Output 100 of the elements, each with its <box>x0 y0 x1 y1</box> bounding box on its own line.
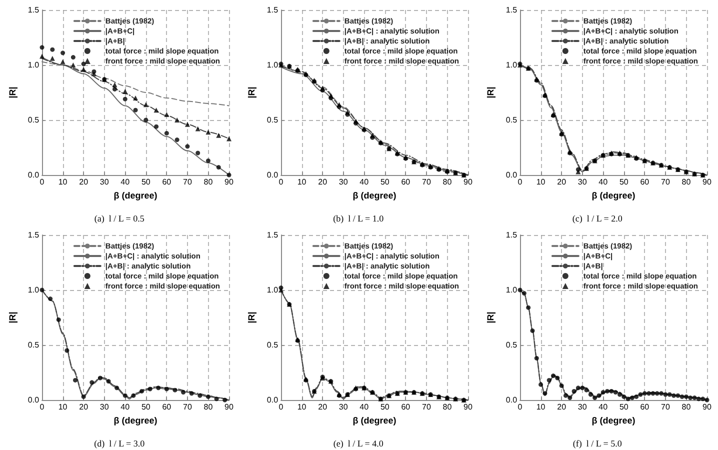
y-axis-title: |R| <box>246 86 256 98</box>
y-tick-label: 0.0 <box>28 396 40 404</box>
x-tick-label: 90 <box>702 178 712 186</box>
x-tick-label: 90 <box>464 178 473 186</box>
x-tick-label: 60 <box>401 402 411 412</box>
y-tick-label: 1.5 <box>28 6 40 14</box>
y-tick-label: 1.0 <box>266 286 279 294</box>
x-axis-title: β (degree) <box>592 190 636 200</box>
y-tick-label: 1.0 <box>506 286 518 294</box>
x-tick-label: 70 <box>182 402 192 412</box>
x-tick-label: 10 <box>297 402 307 412</box>
x-tick-label: 20 <box>318 402 328 412</box>
y-tick-label: 0.0 <box>266 170 279 180</box>
x-tick-label: 20 <box>557 402 567 412</box>
x-tick-label: 50 <box>619 402 629 412</box>
y-tick-label: 1.5 <box>266 6 279 14</box>
x-tick-label: 30 <box>100 178 110 186</box>
y-tick-label: 1.5 <box>506 6 518 14</box>
x-tick-label: 80 <box>442 402 452 412</box>
x-tick-label: 40 <box>360 178 370 186</box>
y-tick-label: 0.5 <box>506 116 518 124</box>
x-tick-label: 70 <box>660 402 670 412</box>
x-tick-label: 60 <box>640 178 650 186</box>
x-tick-label: 80 <box>442 178 452 186</box>
x-tick-label: 80 <box>204 402 214 412</box>
x-tick-label: 10 <box>297 178 307 186</box>
x-tick-label: 20 <box>318 178 328 186</box>
x-tick-label: 80 <box>682 178 692 186</box>
x-axis-title: β (degree) <box>114 190 158 200</box>
x-tick-label: 10 <box>536 178 546 186</box>
x-tick-label: 70 <box>660 178 670 186</box>
x-tick-label: 20 <box>79 178 89 186</box>
y-tick-label: 1.5 <box>506 230 518 240</box>
y-tick-label: 1.0 <box>28 60 40 70</box>
x-tick-label: 70 <box>422 178 432 186</box>
x-tick-label: 30 <box>338 402 348 412</box>
x-tick-label: 0 <box>40 178 45 186</box>
x-tick-label: 90 <box>702 402 712 412</box>
y-tick-label: 0.5 <box>506 340 518 350</box>
x-tick-label: 0 <box>40 402 45 412</box>
x-tick-label: 20 <box>557 178 567 186</box>
x-tick-label: 50 <box>380 402 390 412</box>
text: (e) l / L = 4.0 <box>333 438 384 448</box>
x-tick-label: 60 <box>162 178 172 186</box>
x-tick-label: 0 <box>518 178 523 186</box>
x-tick-label: 40 <box>360 402 370 412</box>
x-tick-label: 40 <box>598 178 608 186</box>
x-tick-label: 50 <box>619 178 629 186</box>
x-tick-label: 50 <box>141 402 151 412</box>
text: (b) l / L = 1.0 <box>333 214 384 224</box>
x-tick-label: 30 <box>100 402 110 412</box>
x-tick-label: 90 <box>464 402 473 412</box>
x-axis-title: β (degree) <box>352 415 396 426</box>
y-tick-label: 1.0 <box>506 60 518 70</box>
x-tick-label: 80 <box>682 402 692 412</box>
y-tick-label: 0.5 <box>28 340 40 350</box>
x-tick-label: 0 <box>518 402 523 412</box>
y-tick-label: 0.0 <box>506 396 518 404</box>
x-tick-label: 80 <box>204 178 214 186</box>
y-tick-label: 0.0 <box>28 170 40 180</box>
x-tick-label: 40 <box>120 178 130 186</box>
y-tick-label: 1.5 <box>28 230 40 240</box>
x-tick-label: 30 <box>578 402 588 412</box>
x-tick-label: 20 <box>79 402 89 412</box>
y-tick-label: 1.0 <box>28 286 40 294</box>
y-axis-title: |R| <box>486 312 496 324</box>
x-tick-label: 10 <box>536 402 546 412</box>
x-axis-title: β (degree) <box>114 415 158 426</box>
x-tick-label: 70 <box>422 402 432 412</box>
y-axis-title: |R| <box>8 86 18 98</box>
y-tick-label: 1.0 <box>266 60 279 70</box>
y-axis-title: |R| <box>486 86 496 98</box>
x-tick-label: 60 <box>640 402 650 412</box>
x-tick-label: 50 <box>141 178 151 186</box>
x-tick-label: 90 <box>224 402 234 412</box>
x-tick-label: 60 <box>401 178 411 186</box>
y-tick-label: 0.5 <box>28 116 40 124</box>
y-tick-label: 1.5 <box>266 230 279 240</box>
x-tick-label: 50 <box>380 178 390 186</box>
x-tick-label: 60 <box>162 402 172 412</box>
x-tick-label: 10 <box>58 178 68 186</box>
text: (f) l / L = 5.0 <box>572 438 622 448</box>
x-tick-label: 40 <box>598 402 608 412</box>
x-tick-label: 90 <box>224 178 234 186</box>
y-tick-label: 0.0 <box>266 396 279 404</box>
x-axis-title: β (degree) <box>352 190 396 200</box>
x-tick-label: 0 <box>278 178 284 186</box>
y-tick-label: 0.0 <box>506 170 518 180</box>
x-tick-label: 30 <box>338 178 348 186</box>
text: (d) l / L = 3.0 <box>94 438 146 448</box>
x-tick-label: 70 <box>182 178 192 186</box>
x-tick-label: 10 <box>58 402 68 412</box>
y-axis-title: |R| <box>8 312 18 324</box>
text: (c) l / L = 2.0 <box>572 214 623 224</box>
y-tick-label: 0.5 <box>266 340 279 350</box>
x-tick-label: 30 <box>578 178 588 186</box>
y-tick-label: 0.5 <box>266 116 279 124</box>
y-axis-title: |R| <box>246 312 256 324</box>
x-tick-label: 40 <box>120 402 130 412</box>
text: (a) l / L = 0.5 <box>94 214 145 224</box>
